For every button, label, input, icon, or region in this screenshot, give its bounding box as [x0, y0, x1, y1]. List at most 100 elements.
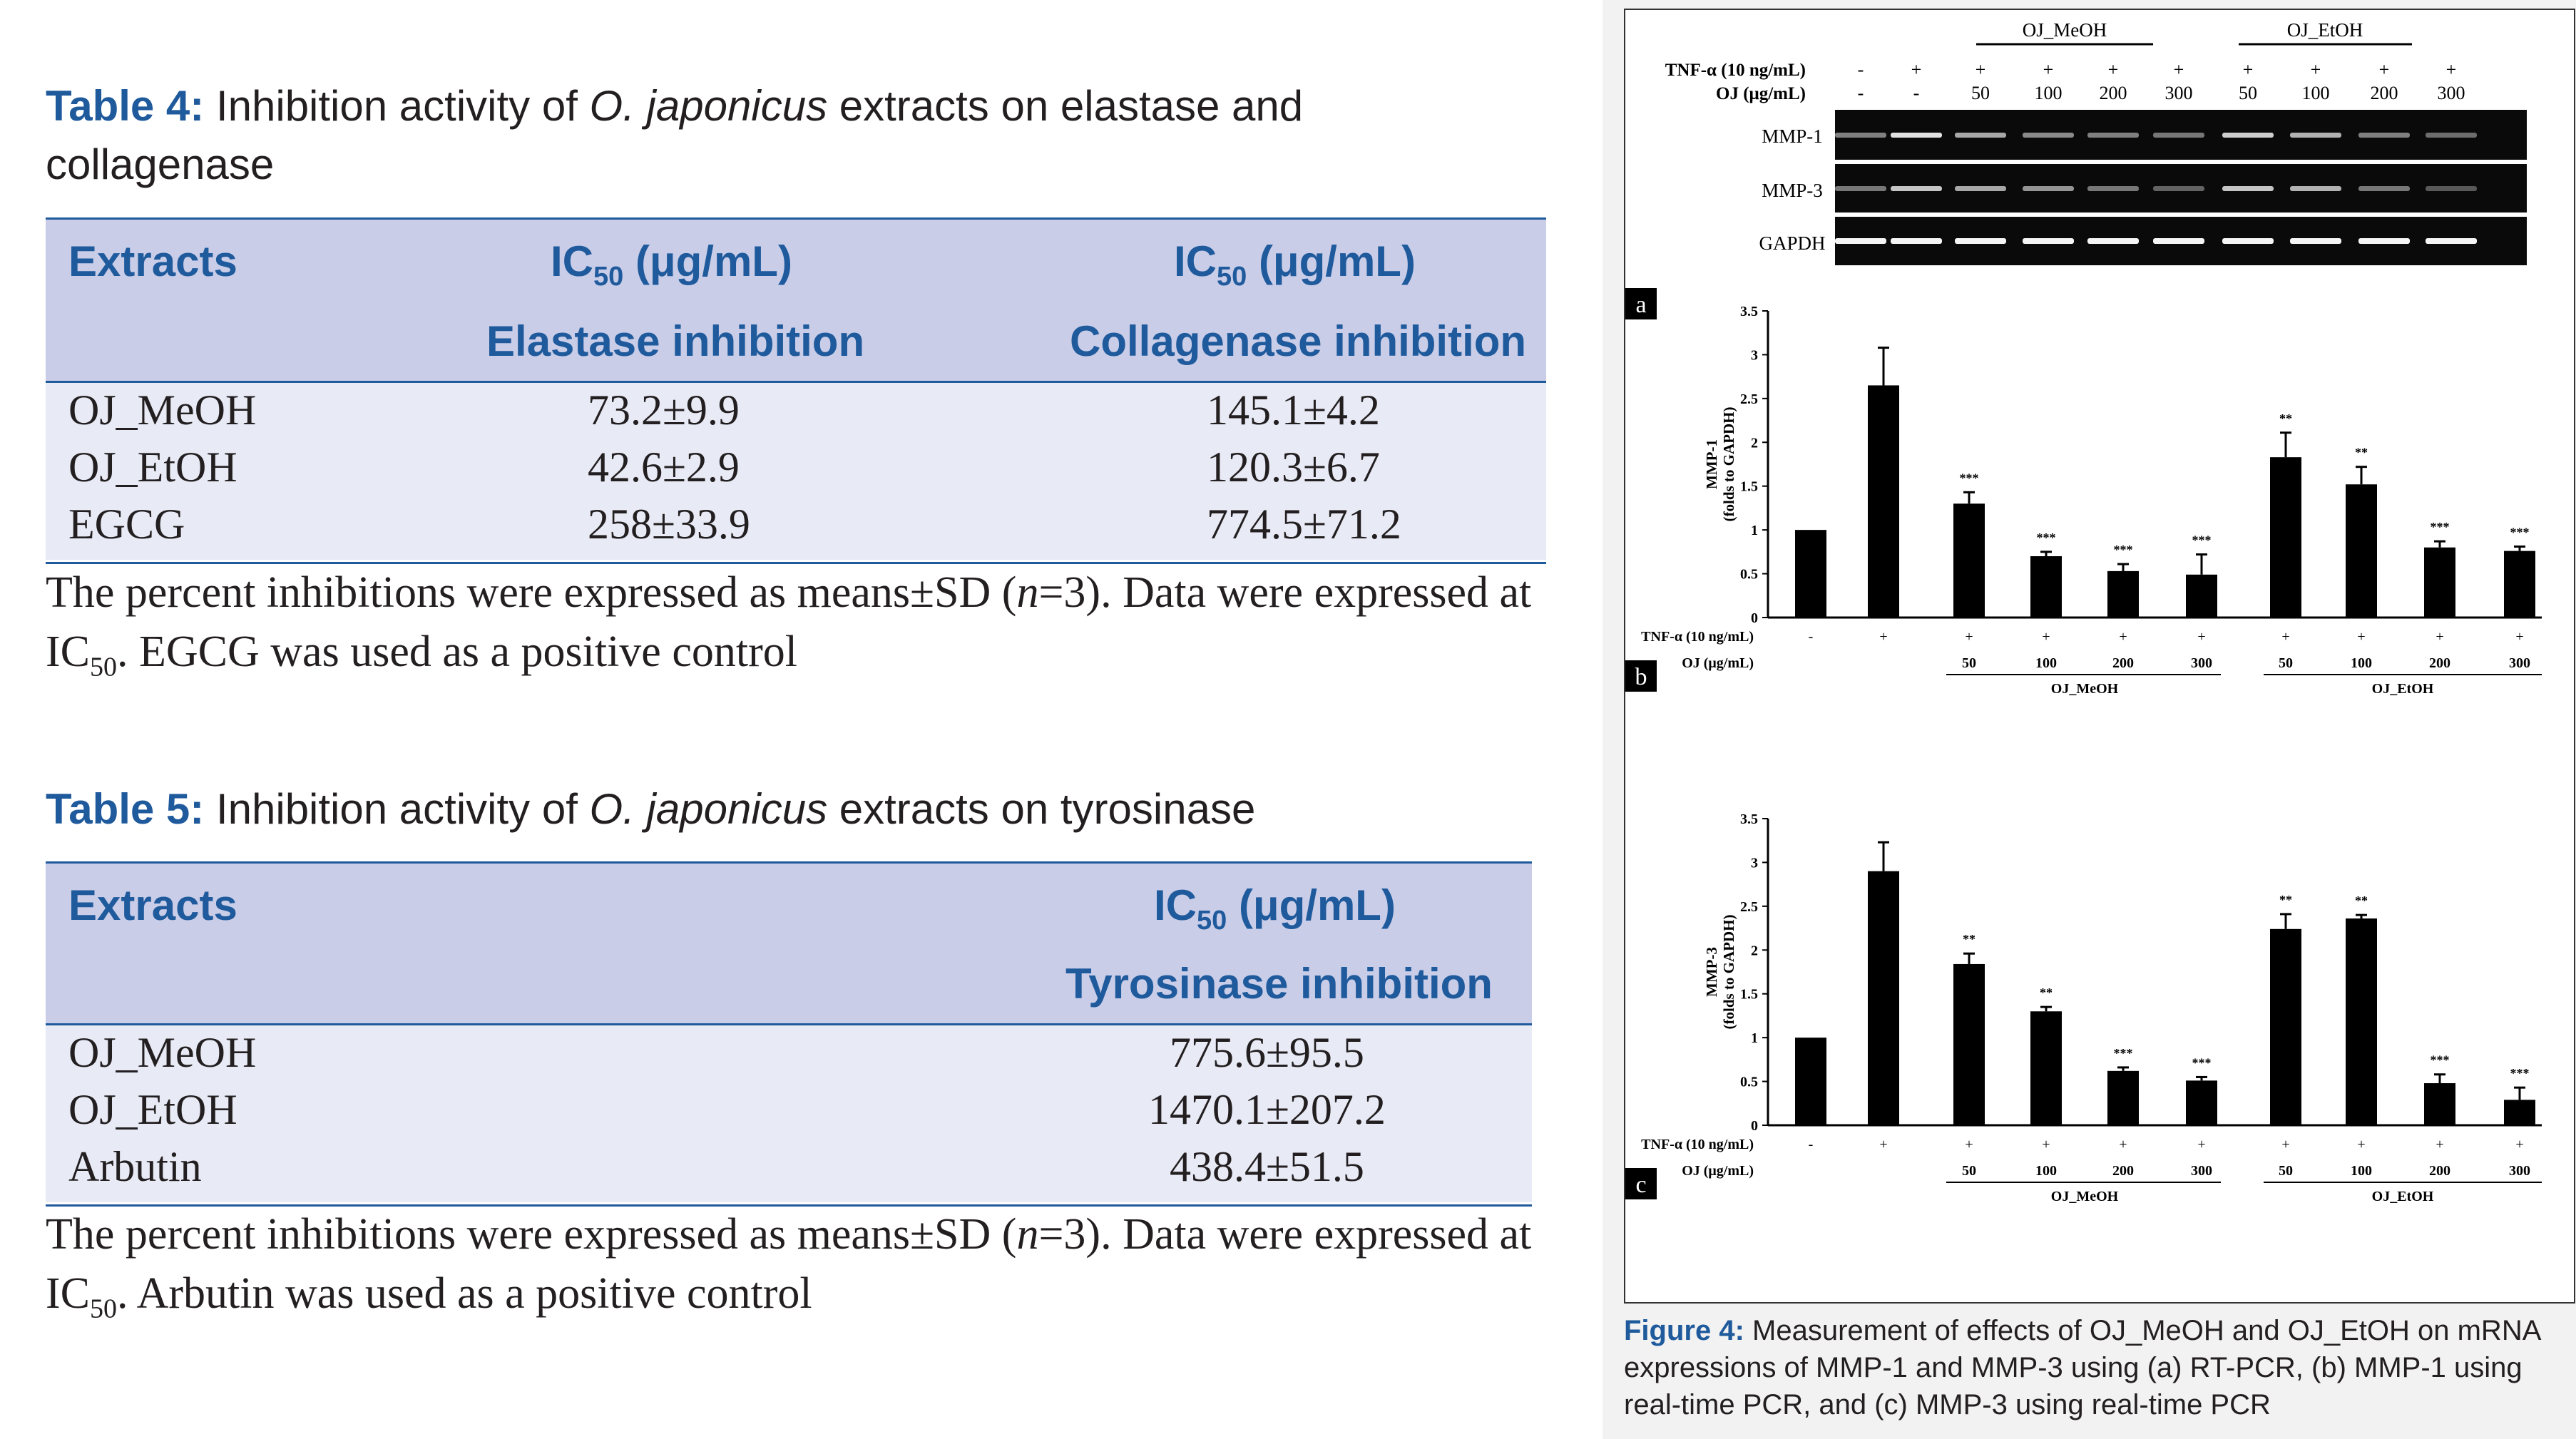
gel-band [2087, 133, 2139, 138]
y-tick-label: 2 [1751, 435, 1758, 451]
significance-mark: ** [1963, 932, 1976, 946]
table4-row-name: OJ_MeOH [68, 386, 257, 434]
bar [2107, 570, 2139, 618]
tnf-mark: - [1809, 1137, 1814, 1152]
y-tick-label: 3 [1751, 347, 1758, 363]
figure4-caption: Figure 4: Measurement of effects of OJ_M… [1624, 1312, 2572, 1423]
table4-cell: 258±33.9 [588, 501, 750, 548]
gel-band [1891, 133, 1942, 138]
table5-col-extracts: Extracts [68, 881, 237, 929]
dose-label: 200 [2112, 655, 2134, 671]
oj-dose-mark: 300 [2165, 83, 2193, 103]
significance-mark: ** [2279, 893, 2292, 907]
gel-band [1955, 133, 2006, 138]
panel-letter-box [1625, 660, 1657, 692]
group-label-etoh: OJ_EtOH [2287, 19, 2363, 41]
oj-dose-mark: 300 [2438, 83, 2465, 103]
table4-row-name: OJ_EtOH [68, 444, 237, 491]
bar [2424, 1083, 2455, 1125]
significance-mark: *** [2510, 525, 2530, 539]
significance-mark: ** [2279, 411, 2292, 426]
bar [2504, 550, 2535, 618]
panel-letter: c [1635, 1172, 1646, 1198]
dose-label: 100 [2351, 1163, 2372, 1179]
table4-label: Table 4: [46, 82, 205, 130]
y-tick-label: 0 [1751, 610, 1758, 626]
group-label-etoh: OJ_EtOH [2372, 681, 2434, 697]
tnf-mark: + [2357, 629, 2365, 645]
tnf-mark: + [1965, 629, 1973, 645]
table5-caption-species: O. japonicus [589, 785, 828, 833]
significance-mark: *** [2037, 531, 2056, 545]
tnf-mark: + [1879, 1137, 1887, 1152]
table4-col-elastase-label: Elastase inhibition [486, 317, 865, 365]
oj-dose-mark: 200 [2371, 83, 2398, 103]
gel-band [2290, 133, 2341, 138]
table5-row-name: Arbutin [68, 1143, 202, 1190]
bar [1953, 503, 1985, 618]
table4: Extracts IC50 (μg/mL) IC50 (μg/mL) Elast… [46, 217, 1546, 564]
table4-caption-text-end: extracts on elastase and collagenase [46, 82, 1304, 188]
y-tick-label: 0.5 [1740, 567, 1758, 583]
tnf-mark: + [1965, 1137, 1973, 1152]
tnf-mark: + [2042, 1137, 2050, 1152]
gel-band [2087, 186, 2139, 191]
bar [2030, 1011, 2062, 1125]
tnf-mark: + [2357, 1137, 2365, 1152]
significance-mark: *** [1960, 471, 1979, 485]
y-axis-label: MMP-1(folds to GAPDH) [1703, 407, 1737, 522]
table4-cell: 145.1±4.2 [1207, 386, 1380, 434]
y-axis-label: MMP-3(folds to GAPDH) [1703, 915, 1737, 1030]
table4-col-extracts: Extracts [68, 237, 237, 285]
y-tick-label: 0 [1751, 1118, 1758, 1134]
tnf-mark: + [2436, 1137, 2443, 1152]
table5-col-tyrosinase-ic50: IC50 (μg/mL) [1154, 881, 1396, 936]
table4-col-elastase-ic50: IC50 (μg/mL) [551, 237, 792, 292]
oj-dose-mark: 50 [2239, 83, 2257, 103]
gel-band [1955, 238, 2006, 244]
table5-caption-text: Inhibition activity of [204, 785, 590, 833]
gel-band [1835, 133, 1886, 138]
bar [2424, 547, 2455, 618]
tnf-mark: + [2119, 1137, 2127, 1152]
tnf-mark: + [2379, 59, 2390, 80]
significance-mark: *** [2192, 533, 2212, 548]
gel-band [2153, 238, 2204, 244]
tnf-mark: + [1976, 59, 1986, 80]
dose-label: 200 [2429, 1163, 2450, 1179]
tnf-label-a: TNF-α (10 ng/mL) [1665, 61, 1806, 80]
gel-label-mmp1: MMP-1 [1762, 126, 1823, 147]
gel-band [1835, 186, 1886, 191]
gel-band [2358, 133, 2410, 138]
tnf-mark: - [1858, 59, 1864, 80]
table5-body: OJ_MeOH 775.6±95.5 OJ_EtOH 1470.1±207.2 … [46, 1025, 1532, 1202]
significance-mark: *** [2114, 543, 2133, 557]
tnf-mark: + [2042, 629, 2050, 645]
table5-caption-text-end: extracts on tyrosinase [827, 785, 1256, 833]
table5-cell: 775.6±95.5 [1170, 1029, 1364, 1076]
tnf-mark: + [2311, 59, 2321, 80]
gel-band [2222, 238, 2274, 244]
gel-band [2358, 238, 2410, 244]
table4-cell: 42.6±2.9 [588, 444, 740, 491]
oj-label-a: OJ (μg/mL) [1716, 84, 1806, 103]
bar [2504, 1100, 2535, 1125]
gel-band [2153, 186, 2204, 191]
figure4-box: OJ_MeOH OJ_EtOH TNF-α (10 ng/mL) OJ (μg/… [1624, 9, 2575, 1304]
tnf-mark: + [2243, 59, 2254, 80]
tnf-label: TNF-α (10 ng/mL) [1641, 629, 1754, 645]
bar [2186, 574, 2217, 618]
table5-cell: 1470.1±207.2 [1148, 1086, 1386, 1133]
table4-caption-species: O. japonicus [589, 82, 828, 130]
panel-c-mmp3-chart: 0 0.5 1 1.5 2 2.5 3 3.5 MMP-3(folds to GAPDH) - + *… [1625, 811, 2542, 1204]
tnf-mark: + [2108, 59, 2119, 80]
gel-band [1835, 238, 1886, 244]
significance-mark: *** [2510, 1066, 2530, 1080]
gel-band [2222, 186, 2274, 191]
group-label-meoh: OJ_MeOH [2051, 681, 2119, 697]
dose-label: 50 [1962, 655, 1976, 671]
significance-mark: *** [2192, 1055, 2212, 1070]
gel-band [2023, 186, 2074, 191]
bar [2346, 918, 2377, 1125]
panel-letter-a: a [1635, 292, 1646, 318]
